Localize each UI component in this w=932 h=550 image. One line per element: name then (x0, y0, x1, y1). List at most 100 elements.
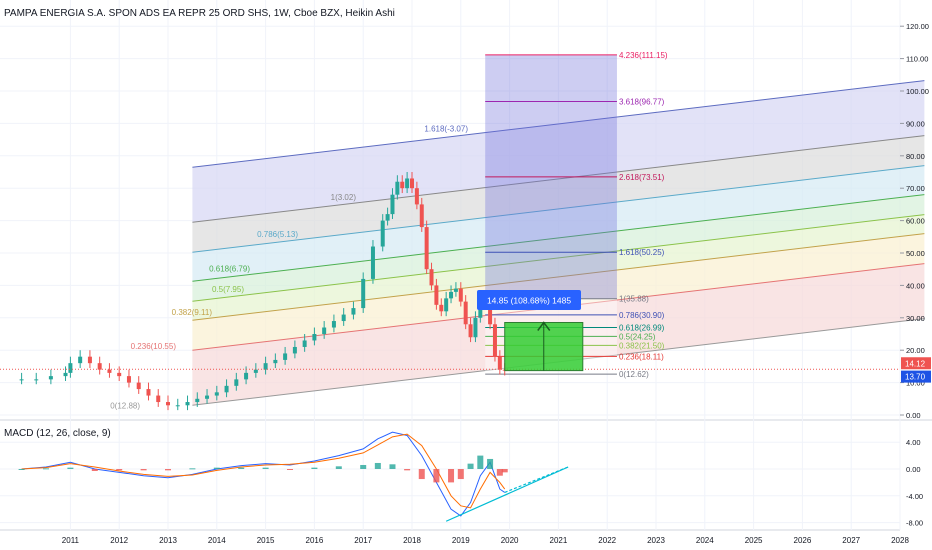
fib-extension-label: 0.618(26.99) (619, 324, 665, 333)
price-candle-body (341, 314, 346, 322)
macd-histogram-bar (262, 467, 269, 469)
macd-histogram-bar (18, 469, 25, 470)
time-tick-label: 2028 (891, 536, 909, 545)
macd-trendline-dashed (504, 466, 569, 494)
time-tick-label: 2019 (452, 536, 470, 545)
fib-channel-label: 0(12.88) (110, 401, 140, 410)
price-candle-body (429, 269, 434, 286)
price-axis[interactable]: 120.00 110.00 100.00 90.00 80.00 70.00 60.00 50… (900, 22, 931, 528)
price-candle-body (405, 178, 410, 189)
price-candle-body (263, 363, 268, 370)
price-candle-body (395, 181, 400, 195)
price-candle-body (107, 369, 112, 373)
time-tick-label: 2022 (598, 536, 616, 545)
price-candle-body (156, 395, 161, 403)
price-candle-body (224, 385, 229, 393)
price-candle-body (473, 317, 478, 338)
fib-channel-line (192, 194, 925, 282)
fib-channel-band (192, 194, 925, 302)
price-tick-label: 40.00 (906, 281, 925, 290)
price-candle-body (444, 298, 449, 312)
fib-extension-label: 4.236(111.15) (619, 51, 668, 60)
price-candle-body (439, 304, 444, 312)
macd-histogram-bar (496, 469, 503, 476)
fib-extension-label: 0.786(30.90) (619, 311, 665, 320)
fib-channel-line (192, 214, 925, 302)
macd-histogram-bar (335, 466, 342, 469)
fib-extension-label: 0.382(21.50) (619, 341, 665, 350)
price-candle-body (146, 389, 151, 396)
measure-label: 14.85 (108.68%) 1485 (487, 296, 571, 306)
price-candle-body (370, 246, 375, 279)
time-tick-label: 2016 (306, 536, 324, 545)
macd-tick-label: 4.00 (906, 438, 921, 447)
macd-histogram-bar (448, 469, 455, 483)
time-tick-label: 2014 (208, 536, 226, 545)
price-candle-body (283, 353, 288, 360)
price-candle-body (410, 178, 414, 189)
time-tick-label: 2018 (403, 536, 421, 545)
fib-channel-band (192, 165, 925, 282)
time-tick-label: 2027 (842, 536, 860, 545)
price-candle-body (361, 278, 366, 309)
fib-channel-label: 0.618(6.79) (209, 264, 250, 273)
chart-title: PAMPA ENERGIA S.A. SPON ADS EA REPR 25 O… (4, 8, 395, 19)
macd-histogram-bar (67, 467, 74, 469)
price-candle-body (434, 285, 439, 305)
fib-channel-line (192, 233, 925, 321)
fib-channel-label: 1(3.02) (331, 193, 357, 202)
price-candle-body (385, 214, 390, 221)
time-tick-label: 2015 (257, 536, 275, 545)
price-candle-body (185, 402, 190, 406)
fib-extension[interactable]: 4.236(111.15) 3.618(96.77) 2.618(73.51) 1.6… (485, 51, 668, 379)
fib-channel-band (192, 80, 925, 223)
price-candle-body (48, 376, 53, 380)
price-candle-body (390, 194, 395, 215)
macd-histogram-bar (91, 469, 98, 472)
macd-histogram-bar (457, 469, 464, 480)
fib-extension-label: 0(12.62) (619, 370, 649, 379)
price-candle-body (463, 301, 468, 325)
price-candle-body (322, 327, 327, 334)
macd-tick-label: -8.00 (906, 519, 923, 528)
price-candle-body (331, 321, 336, 328)
macd-pane (18, 431, 569, 522)
price-candle-body (136, 382, 141, 390)
fib-channel-label: 0.382(9.11) (172, 308, 213, 317)
price-badge-label: 14.12 (905, 359, 926, 368)
price-candle-body (63, 372, 68, 377)
price-candle-body (19, 379, 24, 381)
price-tick-label: 0.00 (906, 411, 921, 420)
price-candle-body (453, 288, 458, 292)
price-candle-body (497, 356, 502, 370)
price-tick-label: 60.00 (906, 217, 925, 226)
price-candle-body (424, 227, 429, 270)
time-tick-label: 2017 (354, 536, 372, 545)
time-tick-label: 2012 (110, 536, 128, 545)
measure-tool[interactable]: 14.85 (108.68%) 1485 (477, 290, 584, 372)
price-candle-body (117, 372, 122, 377)
price-candle-body (87, 356, 92, 364)
macd-histogram-bar (501, 469, 508, 473)
price-candle-body (380, 220, 385, 247)
price-candle-body (34, 379, 39, 381)
price-candle-body (175, 405, 180, 407)
macd-histogram-bar (213, 467, 220, 469)
macd-histogram-bar (165, 469, 171, 471)
price-tick-label: 90.00 (906, 119, 925, 128)
time-axis[interactable]: 2011 2012 2013 2014 2015 2016 2017 2018 2019 2020… (62, 536, 910, 545)
price-candle-body (312, 334, 317, 341)
price-candle-body (488, 301, 493, 325)
macd-histogram-bar (374, 462, 381, 469)
macd-histogram-bar (189, 468, 196, 470)
time-tick-label: 2025 (745, 536, 763, 545)
price-candle-body (195, 398, 200, 403)
price-tick-label: 50.00 (906, 249, 925, 258)
macd-histogram-bar (389, 464, 396, 469)
macd-histogram-bar (433, 469, 440, 483)
fib-channel-band (192, 214, 925, 321)
macd-histogram-bar (360, 464, 367, 469)
macd-histogram-bar (467, 463, 474, 469)
price-candle-body (244, 372, 249, 380)
